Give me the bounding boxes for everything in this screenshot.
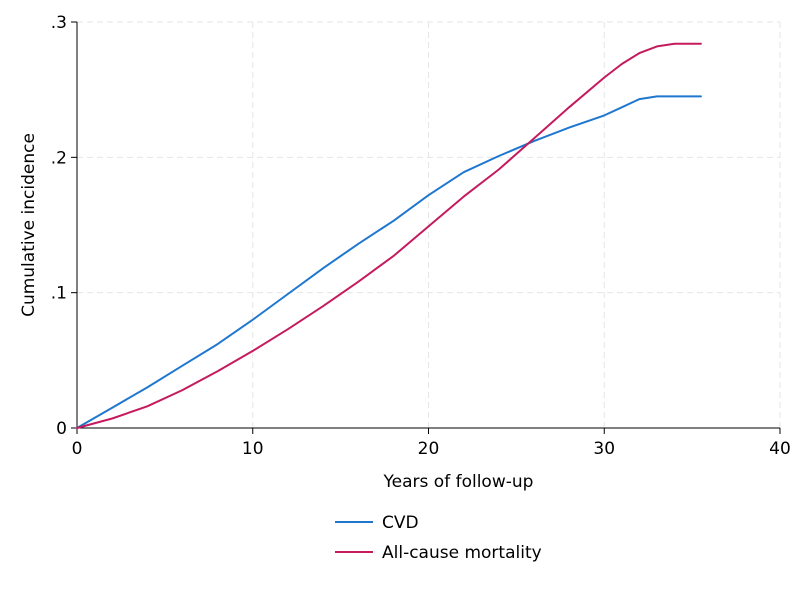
axes: 0 10 20 30 40 0 .1 .2 .3: [51, 13, 791, 459]
legend-label-0: CVD: [382, 513, 419, 533]
y-tick-label-2: .2: [51, 148, 67, 168]
x-tick-label-4: 40: [769, 439, 791, 459]
x-tick-label-3: 30: [593, 439, 615, 459]
x-tick-label-1: 10: [242, 439, 264, 459]
series-line-1: [76, 42, 702, 429]
y-axis-title: Cumulative incidence: [19, 133, 39, 317]
x-tick-label-2: 20: [418, 439, 440, 459]
y-tick-label-0: 0: [56, 419, 67, 439]
series-line-0: [76, 95, 702, 429]
y-tick-label-3: .3: [51, 13, 67, 33]
series: [76, 42, 702, 429]
x-tick-label-0: 0: [72, 439, 83, 459]
y-tick-label-1: .1: [51, 284, 67, 304]
legend: CVD All-cause mortality: [335, 513, 542, 563]
legend-label-1: All-cause mortality: [382, 543, 542, 563]
x-axis-title: Years of follow-up: [383, 472, 534, 492]
